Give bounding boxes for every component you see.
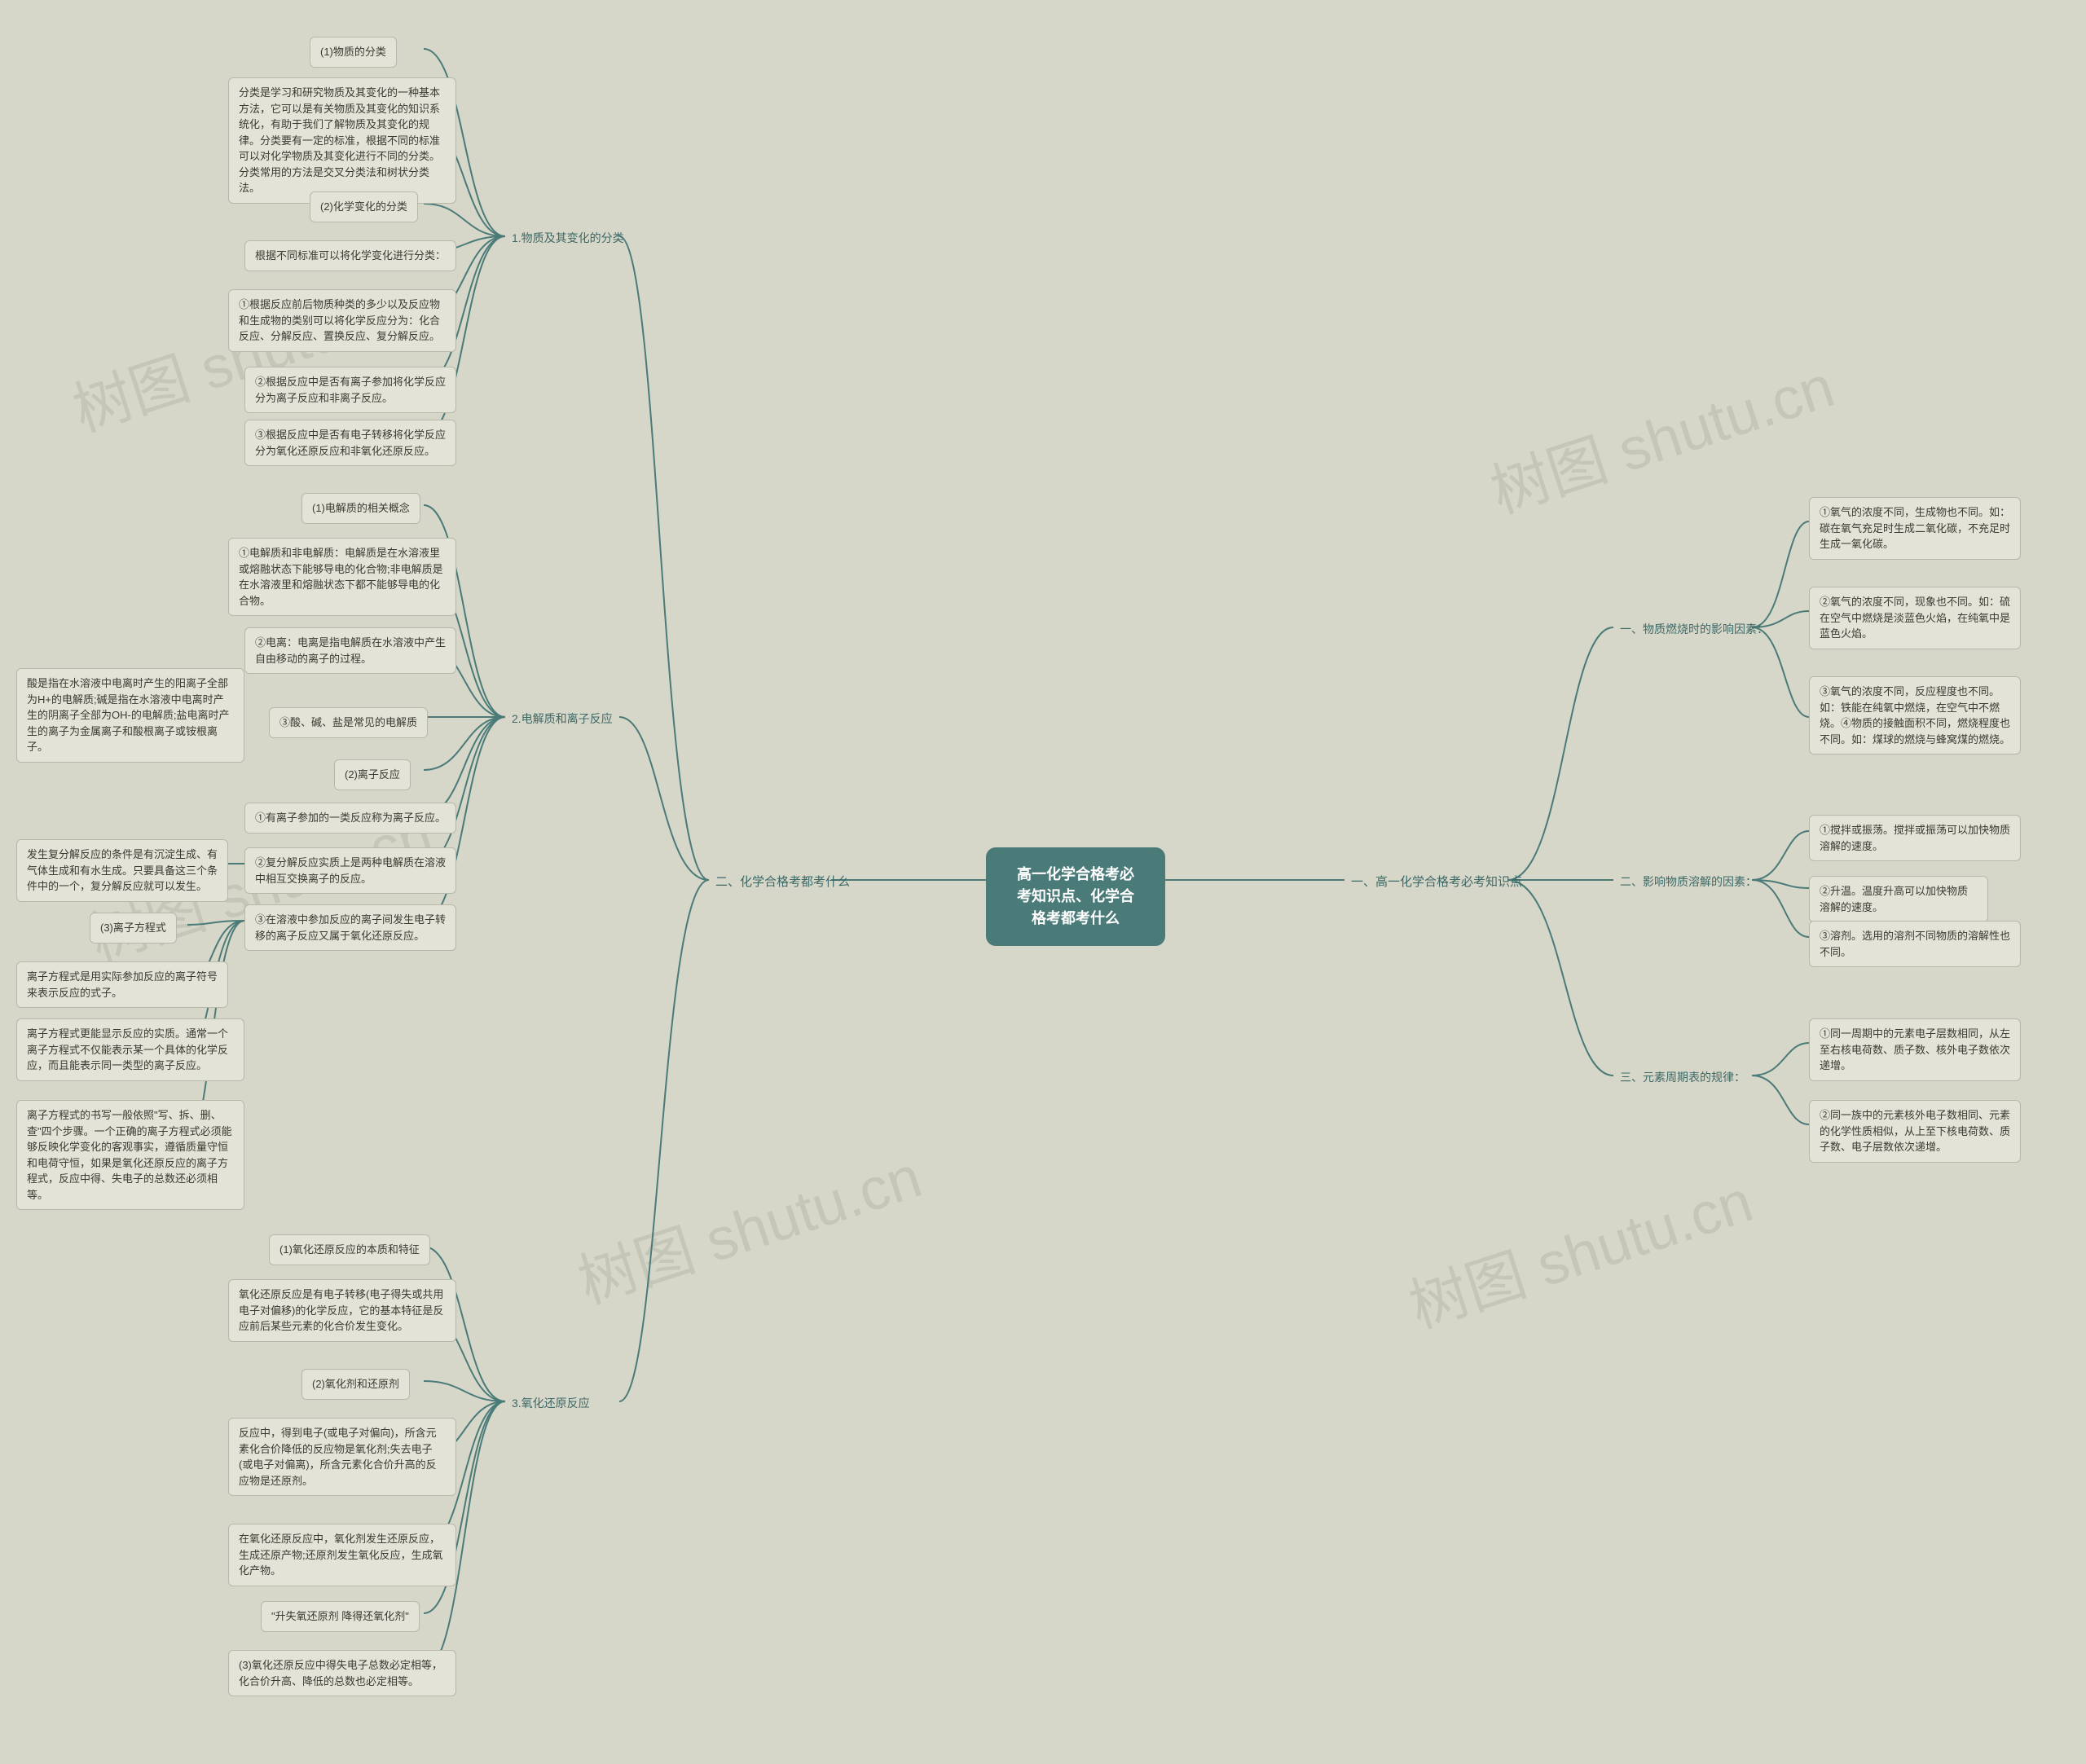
s2-item-3: ③酸、碱、盐是常见的电解质 bbox=[269, 707, 428, 738]
s3-item-4: 在氧化还原反应中，氧化剂发生还原反应，生成还原产物;还原剂发生氧化反应，生成氧化… bbox=[228, 1524, 456, 1586]
s2-item-11: 离子方程式的书写一般依照"写、拆、删、查"四个步骤。一个正确的离子方程式必须能够… bbox=[16, 1100, 244, 1210]
s1-item-2: (2)化学变化的分类 bbox=[310, 191, 418, 222]
right-group-2-item-1: ①搅拌或振荡。搅拌或振荡可以加快物质溶解的速度。 bbox=[1809, 815, 2021, 861]
s2-item-9: 离子方程式是用实际参加反应的离子符号来表示反应的式子。 bbox=[16, 961, 228, 1008]
s1-item-5: ②根据反应中是否有离子参加将化学反应分为离子反应和非离子反应。 bbox=[244, 367, 456, 413]
s1-item-4: ①根据反应前后物质种类的多少以及反应物和生成物的类别可以将化学反应分为：化合反应… bbox=[228, 289, 456, 352]
s2-item-8: (3)离子方程式 bbox=[90, 913, 177, 944]
right-group-3-title[interactable]: 三、元素周期表的规律： bbox=[1613, 1066, 1752, 1089]
s2-item-6: ②复分解反应实质上是两种电解质在溶液中相互交换离子的反应。 bbox=[244, 847, 456, 894]
left-branch[interactable]: 二、化学合格考都考什么 bbox=[709, 870, 856, 895]
right-group-1-item-3: ③氧气的浓度不同，反应程度也不同。如：铁能在纯氧中燃烧，在空气中不燃烧。④物质的… bbox=[1809, 676, 2021, 754]
watermark: 树图 shutu.cn bbox=[1478, 338, 1842, 530]
right-group-2-item-2: ②升温。温度升高可以加快物质溶解的速度。 bbox=[1809, 876, 1988, 922]
s3-item-0: (1)氧化还原反应的本质和特征 bbox=[269, 1234, 430, 1265]
right-group-3-item-1: ①同一周期中的元素电子层数相同，从左至右核电荷数、质子数、核外电子数依次递增。 bbox=[1809, 1018, 2021, 1081]
right-group-3-item-2: ②同一族中的元素核外电子数相同、元素的化学性质相似，从上至下核电荷数、质子数、电… bbox=[1809, 1100, 2021, 1163]
s2-item-6-note: 发生复分解反应的条件是有沉淀生成、有气体生成和有水生成。只要具备这三个条件中的一… bbox=[16, 839, 228, 902]
left-section-2-title[interactable]: 2.电解质和离子反应 bbox=[505, 707, 619, 731]
right-group-1-item-1: ①氧气的浓度不同，生成物也不同。如：碳在氧气充足时生成二氧化碳，不充足时生成一氧… bbox=[1809, 497, 2021, 560]
s2-item-0: (1)电解质的相关概念 bbox=[301, 493, 420, 524]
s2-item-5: ①有离子参加的一类反应称为离子反应。 bbox=[244, 803, 456, 834]
watermark: 树图 shutu.cn bbox=[1397, 1153, 1761, 1344]
s2-item-4: (2)离子反应 bbox=[334, 759, 411, 790]
s2-item-1: ①电解质和非电解质：电解质是在水溶液里或熔融状态下能够导电的化合物;非电解质是在… bbox=[228, 538, 456, 616]
s2-item-7: ③在溶液中参加反应的离子间发生电子转移的离子反应又属于氧化还原反应。 bbox=[244, 904, 456, 951]
s2-item-2: ②电离：电离是指电解质在水溶液中产生自由移动的离子的过程。 bbox=[244, 627, 456, 674]
left-section-3-title[interactable]: 3.氧化还原反应 bbox=[505, 1392, 596, 1415]
right-group-1-item-2: ②氧气的浓度不同，现象也不同。如：硫在空气中燃烧是淡蓝色火焰，在纯氧中是蓝色火焰… bbox=[1809, 587, 2021, 649]
s3-item-3: 反应中，得到电子(或电子对偏向)，所含元素化合价降低的反应物是氧化剂;失去电子(… bbox=[228, 1418, 456, 1496]
s2-item-10: 离子方程式更能显示反应的实质。通常一个离子方程式不仅能表示某一个具体的化学反应，… bbox=[16, 1018, 244, 1081]
root-node[interactable]: 高一化学合格考必考知识点、化学合格考都考什么 bbox=[986, 847, 1165, 946]
left-section-1-title[interactable]: 1.物质及其变化的分类 bbox=[505, 227, 631, 250]
s2-item-3-note: 酸是指在水溶液中电离时产生的阳离子全部为H+的电解质;碱是指在水溶液中电离时产生… bbox=[16, 668, 244, 763]
s1-item-1: 分类是学习和研究物质及其变化的一种基本方法，它可以是有关物质及其变化的知识系统化… bbox=[228, 77, 456, 204]
right-group-2-item-3: ③溶剂。选用的溶剂不同物质的溶解性也不同。 bbox=[1809, 921, 2021, 967]
s3-item-2: (2)氧化剂和还原剂 bbox=[301, 1369, 410, 1400]
s1-item-3: 根据不同标准可以将化学变化进行分类： bbox=[244, 240, 456, 271]
watermark: 树图 shutu.cn bbox=[566, 1128, 930, 1320]
right-group-2-title[interactable]: 二、影响物质溶解的因素： bbox=[1613, 870, 1763, 894]
right-branch[interactable]: 一、高一化学合格考必考知识点 bbox=[1344, 870, 1529, 895]
s1-item-0: (1)物质的分类 bbox=[310, 37, 397, 68]
s3-item-6: (3)氧化还原反应中得失电子总数必定相等，化合价升高、降低的总数也必定相等。 bbox=[228, 1650, 456, 1696]
right-group-1-title[interactable]: 一、物质燃烧时的影响因素： bbox=[1613, 618, 1775, 641]
s3-item-5: "升失氧还原剂 降得还氧化剂" bbox=[261, 1601, 420, 1632]
s3-item-1: 氧化还原反应是有电子转移(电子得失或共用电子对偏移)的化学反应，它的基本特征是反… bbox=[228, 1279, 456, 1342]
s1-item-6: ③根据反应中是否有电子转移将化学反应分为氧化还原反应和非氧化还原反应。 bbox=[244, 420, 456, 466]
